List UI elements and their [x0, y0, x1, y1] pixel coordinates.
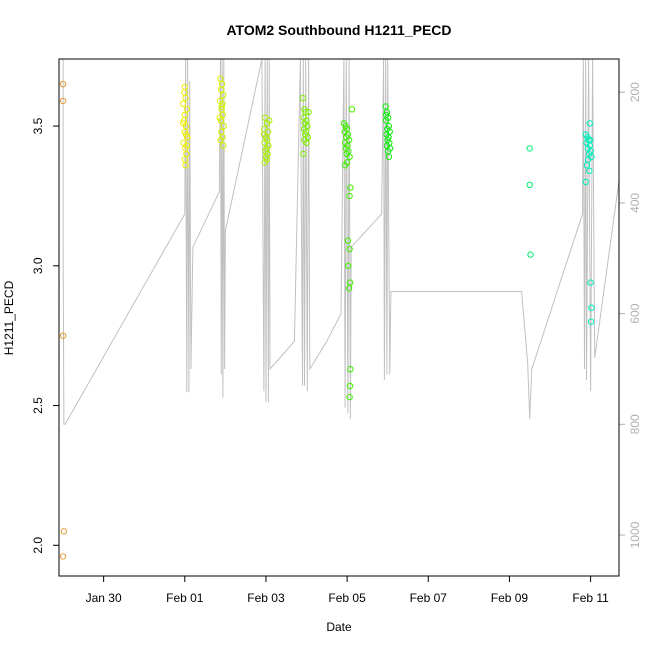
data-point [385, 153, 393, 161]
data-point [344, 237, 352, 244]
y2-tick-label: 600 [628, 303, 642, 323]
y2-tick-label: 400 [628, 193, 642, 213]
data-point [583, 162, 591, 169]
altitude-line-layer [62, 58, 620, 425]
data-point [180, 120, 187, 127]
data-point [299, 94, 307, 102]
y-tick-label: 2.0 [31, 537, 45, 554]
data-point [59, 97, 67, 105]
data-point [587, 279, 594, 286]
data-point [526, 181, 533, 189]
data-point [261, 159, 268, 166]
data-point [181, 83, 189, 91]
data-point [220, 122, 228, 130]
data-point [217, 75, 224, 82]
data-point [216, 114, 223, 121]
plot-frame [58, 58, 620, 577]
y2-tick-label: 1000 [628, 521, 642, 548]
data-point [345, 285, 353, 292]
data-point [582, 178, 589, 186]
chart-title: ATOM2 Southbound H1211_PECD [226, 22, 451, 38]
data-point [218, 103, 225, 110]
data-point [346, 192, 353, 200]
data-point [180, 100, 187, 107]
data-point [60, 528, 68, 535]
data-point [345, 262, 352, 269]
y-tick-label: 3.0 [31, 257, 45, 274]
data-point [527, 251, 534, 258]
data-point [181, 111, 189, 119]
data-point [183, 150, 190, 158]
data-point [305, 108, 312, 116]
data-point [346, 245, 353, 253]
data-point [346, 382, 354, 390]
data-point [220, 92, 227, 99]
data-point [182, 162, 189, 169]
x-tick-label: Feb 01 [166, 591, 204, 605]
data-point [218, 86, 225, 93]
data-point [303, 139, 310, 147]
x-tick-label: Feb 05 [328, 591, 366, 605]
data-point [382, 111, 390, 119]
data-point [266, 117, 273, 124]
data-point [180, 117, 188, 124]
x-tick-label: Feb 09 [491, 591, 529, 605]
y-tick-label: 3.5 [31, 117, 45, 134]
axes-layer: Jan 30 Feb 01 Feb 03 Feb 05 Feb 07 Feb 09 Feb … [31, 82, 642, 605]
data-point [300, 150, 307, 158]
data-point [586, 167, 593, 175]
data-point [59, 81, 67, 88]
data-point [183, 106, 191, 113]
y2-tick-label: 200 [628, 82, 642, 102]
data-point [586, 120, 593, 127]
x-axis-label: Date [326, 620, 352, 634]
data-point [348, 106, 356, 113]
data-point [182, 131, 190, 138]
data-point [260, 131, 268, 138]
data-point [346, 393, 353, 401]
y-tick-label: 2.5 [31, 397, 45, 414]
y-axis-label: H1211_PECD [2, 280, 16, 355]
data-point [181, 89, 188, 96]
data-point [183, 142, 191, 149]
data-point [526, 145, 533, 152]
data-point [302, 128, 310, 135]
data-point [220, 142, 227, 149]
data-point [347, 184, 354, 191]
data-point [346, 153, 353, 161]
y2-tick-label: 800 [628, 414, 642, 434]
data-point [587, 136, 594, 144]
x-tick-label: Feb 07 [410, 591, 448, 605]
data-point [588, 304, 595, 311]
data-point [217, 136, 224, 144]
altitude-line [62, 58, 620, 425]
x-tick-label: Feb 11 [572, 591, 609, 605]
data-point [59, 553, 67, 560]
data-point [341, 162, 349, 169]
data-point [347, 366, 354, 373]
data-point [59, 332, 67, 339]
data-point [302, 108, 309, 116]
data-points-layer [59, 75, 595, 560]
data-point [587, 318, 595, 325]
x-tick-label: Feb 03 [247, 591, 285, 605]
x-tick-label: Jan 30 [86, 591, 122, 605]
